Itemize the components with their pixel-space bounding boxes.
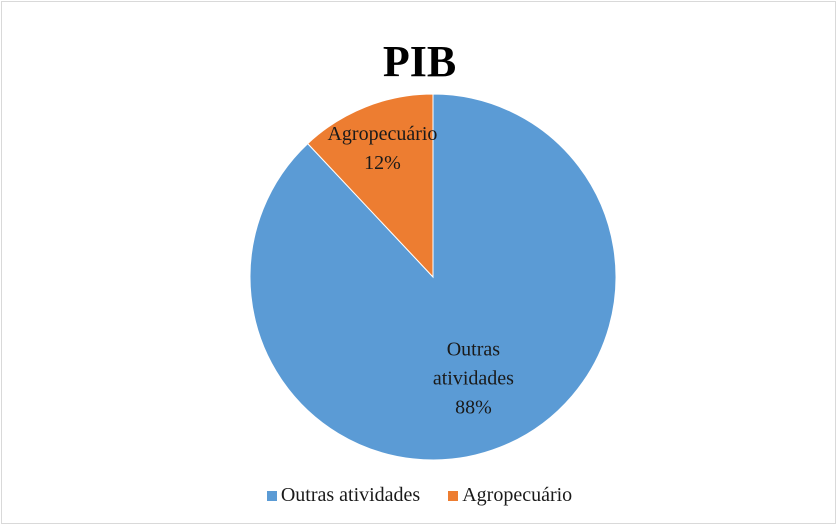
legend: Outras atividades Agropecuário	[0, 484, 839, 507]
legend-item: Agropecuário	[448, 484, 572, 507]
legend-label: Outras atividades	[280, 484, 421, 506]
data-label-value: 12%	[364, 152, 401, 175]
data-label-category: Agropecuário	[327, 123, 438, 146]
legend-item: Outras atividades	[266, 484, 421, 507]
legend-swatch	[266, 490, 277, 501]
data-label-category: Outras atividades	[432, 338, 514, 390]
chart-title: PIB	[382, 37, 457, 86]
data-label: Outras atividades 88%	[413, 336, 533, 423]
legend-swatch	[448, 490, 459, 501]
data-label-value: 88%	[455, 396, 492, 419]
pie-slice	[307, 93, 434, 279]
data-label: Agropecuário 12%	[322, 120, 442, 178]
legend-label: Agropecuário	[462, 484, 573, 506]
